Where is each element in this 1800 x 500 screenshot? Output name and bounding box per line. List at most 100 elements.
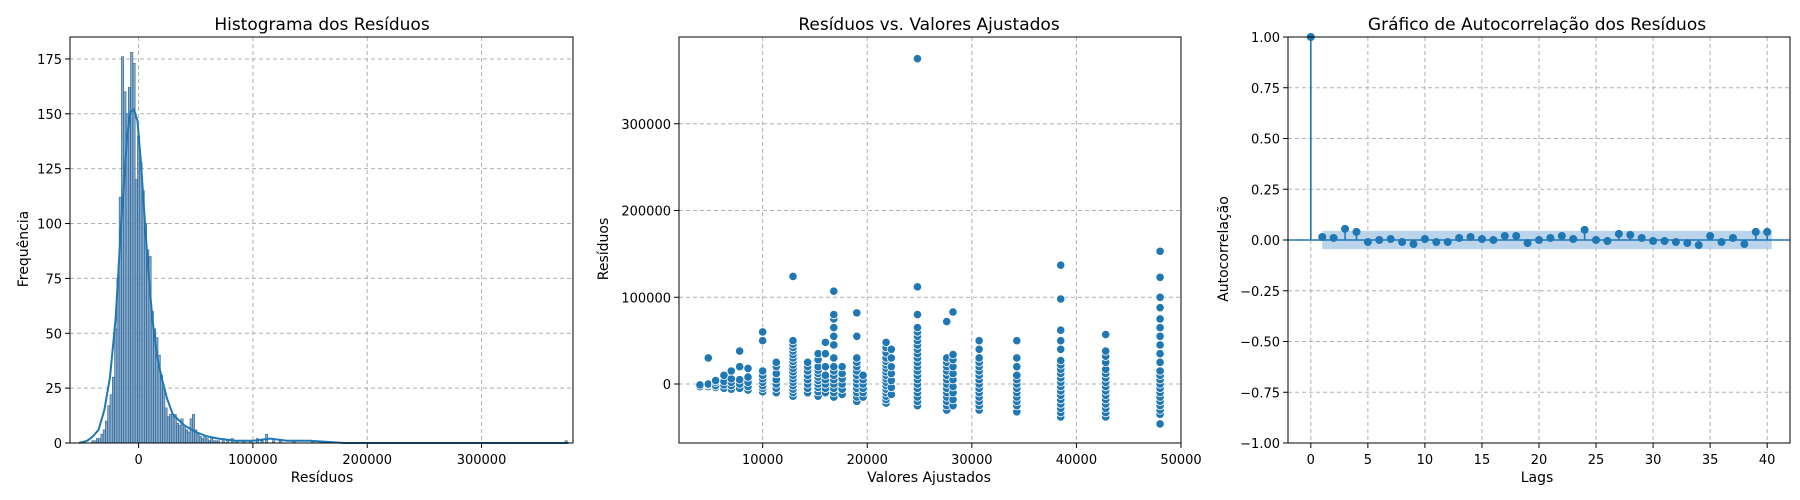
acf-point (1535, 236, 1543, 244)
scatter-xtick-label: 50000 (1160, 453, 1201, 468)
histogram-bar (107, 405, 111, 444)
scatter-xtick-label: 20000 (847, 453, 888, 468)
histogram-title: Histograma dos Resíduos (214, 15, 430, 35)
histogram-bar (187, 431, 191, 444)
acf-ylabel: Autocorrelação (1216, 196, 1232, 302)
scatter-point (912, 54, 923, 64)
histogram-bar (185, 429, 189, 444)
histogram-bar (134, 179, 138, 444)
histogram-bar (141, 190, 145, 444)
histogram-bar (105, 420, 109, 444)
acf-point (1637, 233, 1646, 242)
scatter-point (829, 340, 839, 350)
scatter-point (1012, 336, 1022, 346)
scatter-point (758, 327, 768, 337)
histogram-bar (192, 414, 195, 444)
scatter-point (829, 310, 839, 320)
histogram-bar (164, 407, 168, 444)
acf-point (1546, 233, 1555, 242)
scatter-point (886, 353, 896, 363)
scatter-title: Resíduos vs. Valores Ajustados (798, 15, 1059, 35)
scatter-point (912, 323, 923, 333)
acf-point (1683, 239, 1692, 248)
acf-point (1694, 241, 1703, 250)
scatter-point (829, 362, 839, 372)
scatter-point (1155, 323, 1165, 333)
histogram-ytick-label: 75 (45, 272, 62, 287)
histogram-bar (210, 438, 214, 444)
histogram-ytick-label: 0 (54, 437, 62, 452)
histogram-bar (100, 433, 104, 444)
scatter-point (852, 331, 862, 341)
acf-point (1671, 238, 1680, 247)
scatter-point (820, 362, 831, 372)
histogram-bar (139, 161, 143, 444)
acf-ytick-label: −0.50 (1240, 336, 1280, 351)
scatter-point (1155, 366, 1165, 376)
scatter-point (852, 308, 862, 318)
scatter-point (1101, 329, 1111, 340)
histogram-xtick-label: 100000 (228, 453, 278, 468)
acf-point (1523, 239, 1532, 248)
histogram-ytick-label: 125 (37, 163, 62, 178)
scatter-ylabel: Resíduos (596, 218, 612, 281)
histogram-xtick-label: 200000 (342, 453, 392, 468)
scatter-point (820, 370, 831, 380)
histogram-bar (162, 387, 166, 444)
acf-ytick-label: 0.25 (1251, 183, 1280, 198)
acf-point (1466, 232, 1475, 241)
scatter-point (1155, 246, 1165, 256)
scatter-point (829, 323, 839, 333)
scatter-point (788, 271, 798, 282)
acf-point (1341, 224, 1350, 233)
scatter-point (735, 346, 745, 356)
acf-xtick-label: 10 (1417, 453, 1434, 468)
acf-title: Gráfico de Autocorrelação dos Resíduos (1368, 15, 1706, 35)
scatter-point (1056, 355, 1066, 366)
histogram-bar (166, 416, 170, 444)
acf-xtick-label: 30 (1645, 453, 1662, 468)
histogram-bar (109, 394, 113, 444)
acf-point (1557, 231, 1566, 240)
acf-point (1569, 234, 1578, 243)
histogram-bar (201, 438, 205, 444)
acf-axes-frame (1287, 36, 1791, 444)
acf-point (1489, 236, 1498, 244)
histogram-bar (137, 135, 141, 444)
histogram-bar (102, 429, 106, 444)
acf-point (1409, 240, 1418, 249)
histogram-bar (98, 438, 102, 444)
histogram-panel: Histograma dos Resíduos Resíduos Frequên… (16, 15, 574, 486)
histogram-bar (121, 56, 125, 444)
histogram-xtick-label: 300000 (457, 453, 507, 468)
scatter-point (1101, 346, 1111, 356)
histogram-bar (203, 436, 207, 444)
acf-point (1363, 238, 1372, 247)
histogram-xtick-label: 0 (134, 453, 142, 468)
scatter-point (726, 366, 736, 376)
scatter-point (719, 370, 729, 380)
scatter-point (858, 370, 868, 380)
acf-point (1592, 236, 1601, 244)
histogram-bar (182, 427, 186, 444)
scatter-point (852, 353, 862, 363)
acf-xtick-label: 20 (1531, 453, 1548, 468)
histogram-ytick-label: 175 (37, 53, 62, 68)
scatter-point (803, 357, 813, 367)
scatter-point (726, 374, 736, 384)
histogram-ylabel: Frequência (16, 211, 32, 288)
scatter-point (1012, 353, 1022, 363)
acf-xtick-label: 15 (1474, 453, 1491, 468)
scatter-point (735, 375, 745, 385)
histogram-bar (125, 113, 129, 444)
scatter-point (735, 362, 745, 372)
histogram-bar (132, 63, 136, 444)
scatter-point (1155, 419, 1165, 429)
acf-point (1512, 231, 1521, 240)
histogram-bar (128, 87, 131, 444)
acf-point (1455, 233, 1464, 242)
acf-point (1626, 230, 1635, 239)
acf-point (1740, 240, 1749, 249)
acf-point (1728, 233, 1737, 242)
